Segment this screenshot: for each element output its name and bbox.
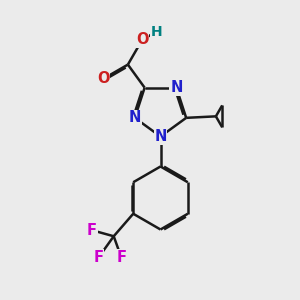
Text: O: O xyxy=(97,71,110,86)
Text: N: N xyxy=(170,80,183,95)
Text: H: H xyxy=(151,25,162,39)
Text: F: F xyxy=(116,250,126,265)
Text: F: F xyxy=(87,223,97,238)
Text: N: N xyxy=(129,110,141,125)
Text: F: F xyxy=(94,250,104,265)
Text: N: N xyxy=(154,129,167,144)
Text: O: O xyxy=(136,32,148,47)
